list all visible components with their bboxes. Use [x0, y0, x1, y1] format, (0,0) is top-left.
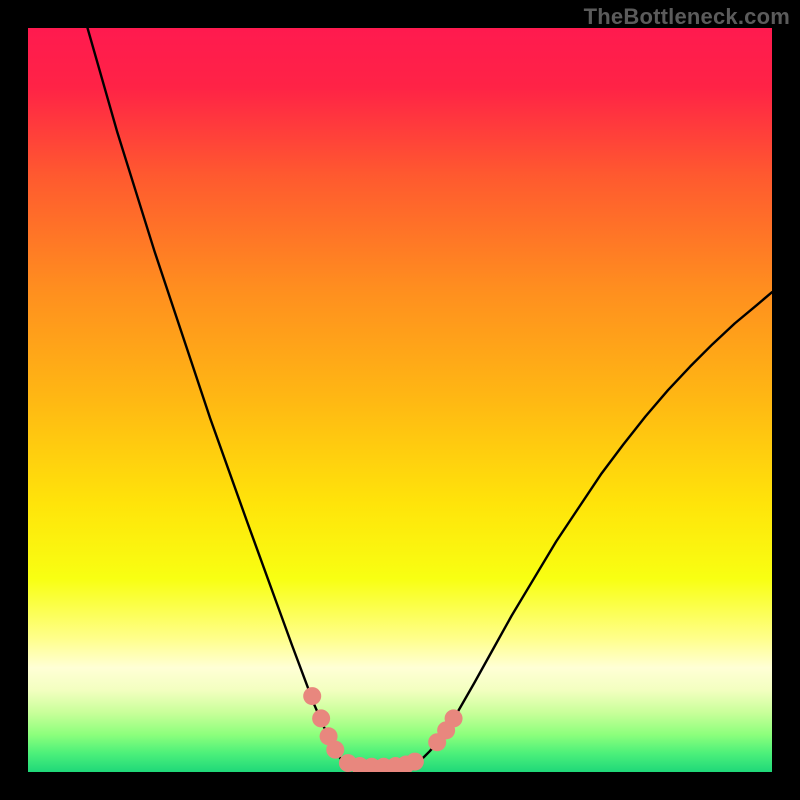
plot-area [28, 28, 772, 772]
marker-dot [303, 687, 321, 705]
marker-dot [406, 753, 424, 771]
watermark-label: TheBottleneck.com [584, 4, 790, 30]
plot-svg [28, 28, 772, 772]
chart-frame: TheBottleneck.com [0, 0, 800, 800]
marker-dot [312, 709, 330, 727]
marker-dot [445, 709, 463, 727]
marker-dot [326, 741, 344, 759]
